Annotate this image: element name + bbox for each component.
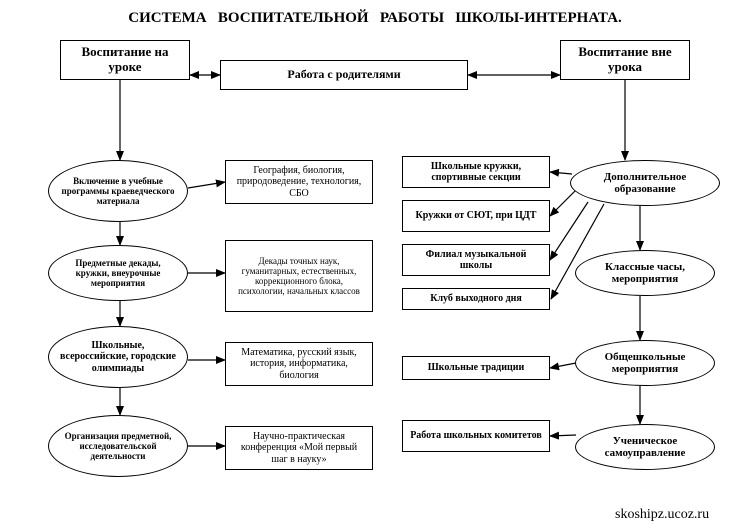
- node-b4: Научно-практическая конференция «Мой пер…: [225, 426, 373, 470]
- edge: [550, 202, 588, 260]
- watermark: skoshipz.ucoz.ru: [615, 507, 709, 523]
- node-b3: Математика, русский язык, история, инфор…: [225, 342, 373, 386]
- node-e1: Включение в учебные программы краеведчес…: [48, 160, 188, 222]
- edge: [188, 182, 225, 188]
- node-c3: Филиал музыкальной школы: [402, 244, 550, 276]
- node-c4: Клуб выходного дня: [402, 288, 550, 310]
- node-e2: Предметные декады, кружки, внеурочные ме…: [48, 245, 188, 301]
- node-h_left: Воспитание на уроке: [60, 40, 190, 80]
- edge: [550, 190, 576, 216]
- node-r4: Ученическое самоуправление: [575, 424, 715, 470]
- node-h_right: Воспитание вне урока: [560, 40, 690, 80]
- node-e3: Школьные, всероссийские, городские олимп…: [48, 326, 188, 388]
- node-r3: Общешкольные мероприятия: [575, 340, 715, 386]
- node-c6: Работа школьных комитетов: [402, 420, 550, 452]
- node-r2: Классные часы, мероприятия: [575, 250, 715, 296]
- node-b1: География, биология, природоведение, тех…: [225, 160, 373, 204]
- edge: [550, 172, 572, 174]
- node-h_mid: Работа с родителями: [220, 60, 468, 90]
- node-r1: Дополнительное образование: [570, 160, 720, 206]
- node-b2: Декады точных наук, гуманитарных, естест…: [225, 240, 373, 312]
- node-c1: Школьные кружки, спортивные секции: [402, 156, 550, 188]
- diagram-title: СИСТЕМА ВОСПИТАТЕЛЬНОЙ РАБОТЫ ШКОЛЫ-ИНТЕ…: [55, 10, 695, 27]
- edge: [550, 363, 576, 368]
- edge: [550, 435, 576, 436]
- node-c2: Кружки от СЮТ, при ЦДТ: [402, 200, 550, 232]
- node-e4: Организация предметной, исследовательско…: [48, 415, 188, 477]
- node-c5: Школьные традиции: [402, 356, 550, 380]
